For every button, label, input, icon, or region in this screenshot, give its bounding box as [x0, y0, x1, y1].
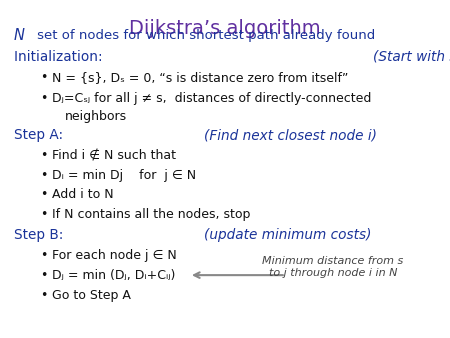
Text: •: •: [40, 249, 48, 262]
Text: (Find next closest node i): (Find next closest node i): [204, 128, 377, 142]
Text: Step B:: Step B:: [14, 228, 72, 242]
Text: •: •: [40, 188, 48, 201]
Text: Initialization:: Initialization:: [14, 50, 111, 64]
Text: set of nodes for which shortest path already found: set of nodes for which shortest path alr…: [26, 29, 375, 42]
Text: Minimum distance from s
to j through node i in N: Minimum distance from s to j through nod…: [262, 256, 404, 278]
Text: (Start with source node s): (Start with source node s): [374, 50, 450, 64]
Text: •: •: [40, 208, 48, 221]
Text: •: •: [40, 92, 48, 104]
Text: •: •: [40, 169, 48, 182]
Text: N = {s}, Dₛ = 0, “s is distance zero from itself”: N = {s}, Dₛ = 0, “s is distance zero fro…: [52, 71, 348, 84]
Text: •: •: [40, 289, 48, 302]
Text: Dᵢ = min Dj    for  j ∈ N: Dᵢ = min Dj for j ∈ N: [52, 169, 196, 182]
Text: (update minimum costs): (update minimum costs): [204, 228, 372, 242]
Text: •: •: [40, 269, 48, 282]
Text: Dⱼ = min (Dⱼ, Dᵢ+Cᵢⱼ): Dⱼ = min (Dⱼ, Dᵢ+Cᵢⱼ): [52, 269, 175, 282]
Text: •: •: [40, 149, 48, 162]
Text: For each node j ∈ N: For each node j ∈ N: [52, 249, 176, 262]
Text: neighbors: neighbors: [65, 110, 127, 123]
Text: Step A:: Step A:: [14, 128, 72, 142]
Text: Dⱼ=Cₛⱼ for all j ≠ s,  distances of directly-connected: Dⱼ=Cₛⱼ for all j ≠ s, distances of direc…: [52, 92, 371, 104]
Text: Find i ∉ N such that: Find i ∉ N such that: [52, 149, 176, 162]
Text: Add i to N: Add i to N: [52, 188, 113, 201]
Text: Go to Step A: Go to Step A: [52, 289, 130, 302]
Text: •: •: [40, 71, 48, 84]
Text: N: N: [14, 28, 24, 43]
Text: If N contains all the nodes, stop: If N contains all the nodes, stop: [52, 208, 250, 221]
Text: Dijkstra’s algorithm: Dijkstra’s algorithm: [129, 19, 321, 38]
